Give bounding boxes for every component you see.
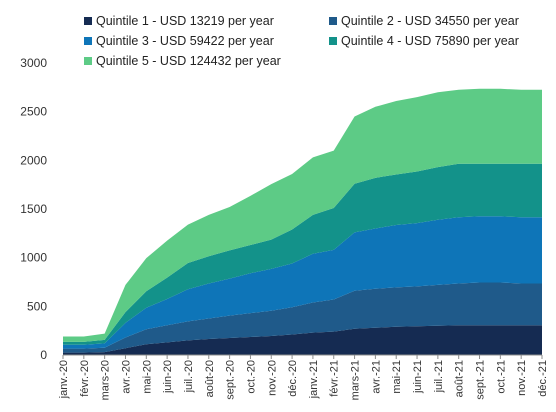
legend-swatch (329, 37, 337, 45)
x-tick-label: févr.-21 (329, 360, 341, 397)
x-tick-label: mai-21 (391, 360, 403, 394)
y-tick-label: 3000 (20, 56, 47, 70)
x-tick-label: sept.-21 (475, 360, 487, 400)
x-tick-label: janv.-20 (58, 360, 70, 399)
x-tick-label: déc.-20 (287, 360, 299, 397)
area-quintile-4 (63, 163, 542, 345)
area-quintile-3 (63, 216, 542, 349)
legend-label: Quintile 2 - USD 34550 per year (341, 14, 519, 28)
y-tick-label: 2500 (20, 105, 47, 119)
area-quintile-2 (63, 282, 542, 353)
legend-swatch (84, 37, 92, 45)
area-quintile-1 (63, 325, 542, 355)
x-tick-label: nov.-20 (266, 360, 278, 396)
x-tick-label: août-20 (204, 360, 216, 397)
x-tick-label: avr.-21 (370, 360, 382, 394)
x-tick-label: avr.-20 (120, 360, 132, 394)
x-tick-label: juil.-20 (183, 360, 195, 393)
x-tick-label: juin-21 (412, 360, 424, 394)
y-tick-label: 500 (27, 299, 47, 313)
x-tick-label: juin-20 (162, 360, 174, 394)
x-tick-label: déc.-21 (537, 360, 549, 397)
legend-label: Quintile 5 - USD 124432 per year (96, 54, 281, 68)
x-tick-label: mars-21 (350, 360, 362, 400)
y-tick-label: 2000 (20, 153, 47, 167)
y-tick-label: 1000 (20, 251, 47, 265)
x-tick-label: mars-20 (100, 360, 112, 400)
axes: 0 500 1000 1500 2000 2500 3000 janv.-20 févr.-20… (20, 56, 549, 400)
legend-swatch (329, 17, 337, 25)
x-tick-label: juil.-21 (433, 360, 445, 393)
x-tick-label: févr.-20 (79, 360, 91, 397)
x-tick-label: sept.-20 (225, 360, 237, 400)
x-tick-label: oct.-20 (245, 360, 257, 394)
legend-label: Quintile 4 - USD 75890 per year (341, 34, 519, 48)
x-tick-label: janv.-21 (308, 360, 320, 399)
legend-label: Quintile 3 - USD 59422 per year (96, 34, 274, 48)
legend: Quintile 1 - USD 13219 per year Quintile … (84, 14, 519, 68)
area-quintile-5 (63, 88, 542, 342)
legend-label: Quintile 1 - USD 13219 per year (96, 14, 274, 28)
y-tick-label: 0 (40, 348, 47, 362)
x-tick-label: mai-20 (141, 360, 153, 394)
legend-swatch (84, 57, 92, 65)
y-tick-label: 1500 (20, 202, 47, 216)
legend-swatch (84, 17, 92, 25)
areas (63, 88, 542, 355)
x-tick-label: nov.-21 (516, 360, 528, 396)
x-tick-label: août-21 (454, 360, 466, 397)
x-tick-label: oct.-21 (495, 360, 507, 394)
